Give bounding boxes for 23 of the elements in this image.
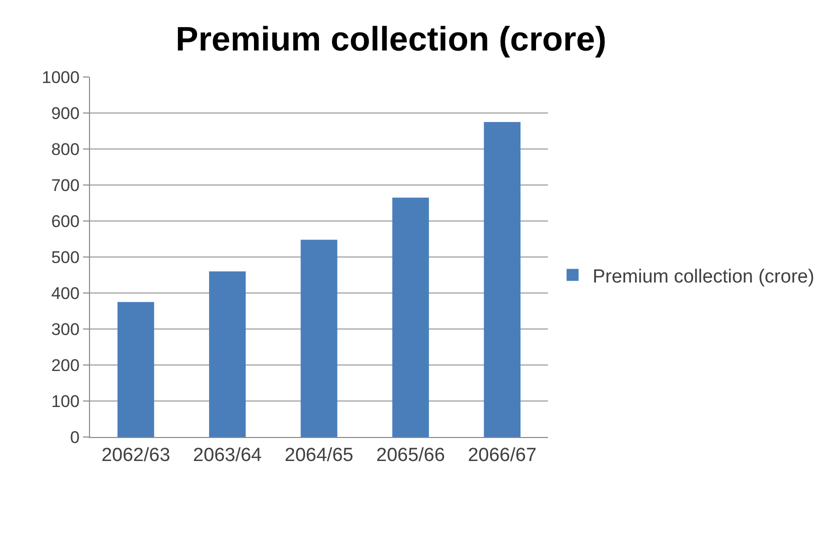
x-tick-label: 2064/65 [284,444,354,466]
y-tick-label: 700 [51,176,80,195]
bar [392,198,429,437]
y-tick-label: 1000 [42,68,80,87]
y-tick-label: 600 [51,212,80,231]
y-tick-label: 500 [51,248,80,267]
y-tick-label: 0 [70,428,80,447]
chart-title: Premium collection (crore) [176,20,606,58]
y-tick-label: 300 [51,320,80,339]
y-tick-label: 900 [51,104,80,123]
bar [209,271,246,437]
x-tick-label: 2065/66 [376,444,445,466]
y-tick-label: 800 [51,140,80,159]
y-tick-label: 400 [51,284,80,303]
bar [484,122,521,437]
y-tick-label: 100 [51,392,80,411]
x-tick-label: 2066/67 [468,444,537,466]
bar [300,240,338,437]
x-tick-label: 2063/64 [193,444,262,466]
legend-label: Premium collection (crore) [592,266,814,288]
x-tick-label: 2062/63 [101,444,170,466]
y-tick-label: 200 [51,356,80,375]
bar [117,302,154,437]
